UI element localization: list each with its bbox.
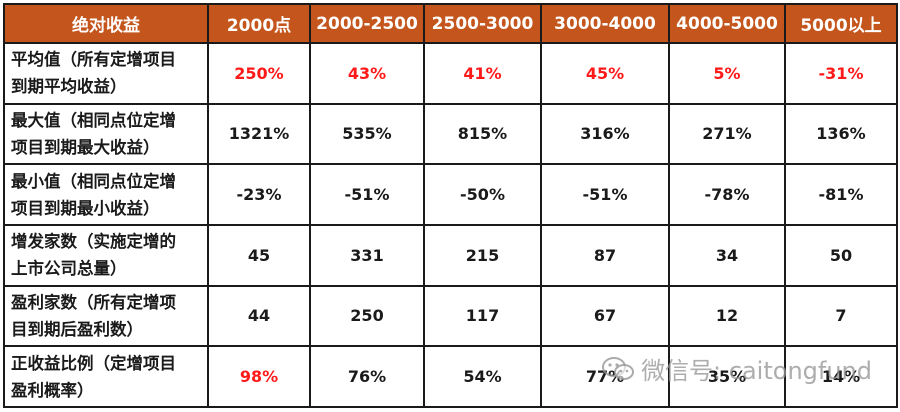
table-row: 最大值（相同点位定增 项目到期最大收益） 1321% 535% 815% 316… bbox=[3, 102, 898, 166]
header-row: 绝对收益 2000点 2000-2500 2500-3000 3000-4000… bbox=[3, 3, 898, 44]
table-cell: 43% bbox=[309, 42, 425, 105]
row-label-line: 盈利概率） bbox=[11, 380, 94, 400]
table-cell: 12 bbox=[668, 284, 786, 348]
table-cell: 35% bbox=[668, 345, 786, 408]
table-cell: 50 bbox=[784, 223, 898, 287]
table-cell: 44 bbox=[207, 284, 311, 348]
table-cell: 54% bbox=[423, 345, 542, 408]
table-cell: -78% bbox=[668, 163, 786, 226]
table-cell: -51% bbox=[540, 163, 670, 226]
table-cell: 41% bbox=[423, 42, 542, 105]
row-label-line: 项目到期最小收益） bbox=[11, 198, 160, 218]
table-cell: 271% bbox=[668, 102, 786, 166]
row-label: 最小值（相同点位定增 项目到期最小收益） bbox=[3, 163, 209, 226]
table-cell: 331 bbox=[309, 223, 425, 287]
table-cell: 250% bbox=[207, 42, 311, 105]
table-cell: 87 bbox=[540, 223, 670, 287]
table-row: 最小值（相同点位定增 项目到期最小收益） -23% -51% -50% -51%… bbox=[3, 163, 898, 226]
row-label-line: 项目到期最大收益） bbox=[11, 137, 160, 157]
row-label: 最大值（相同点位定增 项目到期最大收益） bbox=[3, 102, 209, 166]
row-label: 盈利家数（所有定增项 目到期后盈利数） bbox=[3, 284, 209, 348]
row-label: 正收益比例（定增项目 盈利概率） bbox=[3, 345, 209, 408]
header-cell-2000: 2000点 bbox=[207, 3, 311, 44]
table-cell: 14% bbox=[784, 345, 898, 408]
table-row: 正收益比例（定增项目 盈利概率） 98% 76% 54% 77% 35% 14% bbox=[3, 345, 898, 408]
table-cell: 215 bbox=[423, 223, 542, 287]
row-label-line: 最大值（相同点位定增 bbox=[11, 110, 176, 130]
table-cell: 117 bbox=[423, 284, 542, 348]
table-row: 盈利家数（所有定增项 目到期后盈利数） 44 250 117 67 12 7 bbox=[3, 284, 898, 348]
table-cell: 535% bbox=[309, 102, 425, 166]
row-label-line: 增发家数（实施定增的 bbox=[11, 232, 176, 252]
row-label-line: 上市公司总量） bbox=[11, 259, 127, 279]
returns-table: 绝对收益 2000点 2000-2500 2500-3000 3000-4000… bbox=[3, 3, 898, 408]
table-cell: -51% bbox=[309, 163, 425, 226]
table-cell: 45 bbox=[207, 223, 311, 287]
row-label-line: 平均值（所有定增项目 bbox=[11, 50, 176, 70]
header-cell-label: 绝对收益 bbox=[3, 3, 209, 44]
table-cell: 34 bbox=[668, 223, 786, 287]
header-cell-5000-plus: 5000以上 bbox=[784, 3, 898, 44]
table-cell: 5% bbox=[668, 42, 786, 105]
table-cell: 76% bbox=[309, 345, 425, 408]
row-label-line: 到期平均收益） bbox=[11, 77, 127, 97]
row-label-line: 盈利家数（所有定增项 bbox=[11, 292, 176, 312]
table-cell: -23% bbox=[207, 163, 311, 226]
table-cell: 316% bbox=[540, 102, 670, 166]
row-label: 平均值（所有定增项目 到期平均收益） bbox=[3, 42, 209, 105]
table-cell: 815% bbox=[423, 102, 542, 166]
header-cell-2500-3000: 2500-3000 bbox=[423, 3, 542, 44]
table-container: 绝对收益 2000点 2000-2500 2500-3000 3000-4000… bbox=[3, 3, 898, 408]
row-label-line: 正收益比例（定增项目 bbox=[11, 353, 176, 373]
table-cell: 45% bbox=[540, 42, 670, 105]
row-label: 增发家数（实施定增的 上市公司总量） bbox=[3, 223, 209, 287]
table-cell: 136% bbox=[784, 102, 898, 166]
row-label-line: 目到期后盈利数） bbox=[11, 319, 143, 339]
table-cell: 67 bbox=[540, 284, 670, 348]
header-cell-4000-5000: 4000-5000 bbox=[668, 3, 786, 44]
table-cell: 250 bbox=[309, 284, 425, 348]
table-cell: -50% bbox=[423, 163, 542, 226]
header-cell-3000-4000: 3000-4000 bbox=[540, 3, 670, 44]
row-label-line: 最小值（相同点位定增 bbox=[11, 171, 176, 191]
table-cell: -31% bbox=[784, 42, 898, 105]
table-cell: 77% bbox=[540, 345, 670, 408]
table-cell: 1321% bbox=[207, 102, 311, 166]
table-cell: 98% bbox=[207, 345, 311, 408]
header-cell-2000-2500: 2000-2500 bbox=[309, 3, 425, 44]
table-cell: 7 bbox=[784, 284, 898, 348]
table-cell: -81% bbox=[784, 163, 898, 226]
table-row: 增发家数（实施定增的 上市公司总量） 45 331 215 87 34 50 bbox=[3, 223, 898, 287]
table-row: 平均值（所有定增项目 到期平均收益） 250% 43% 41% 45% 5% -… bbox=[3, 42, 898, 105]
